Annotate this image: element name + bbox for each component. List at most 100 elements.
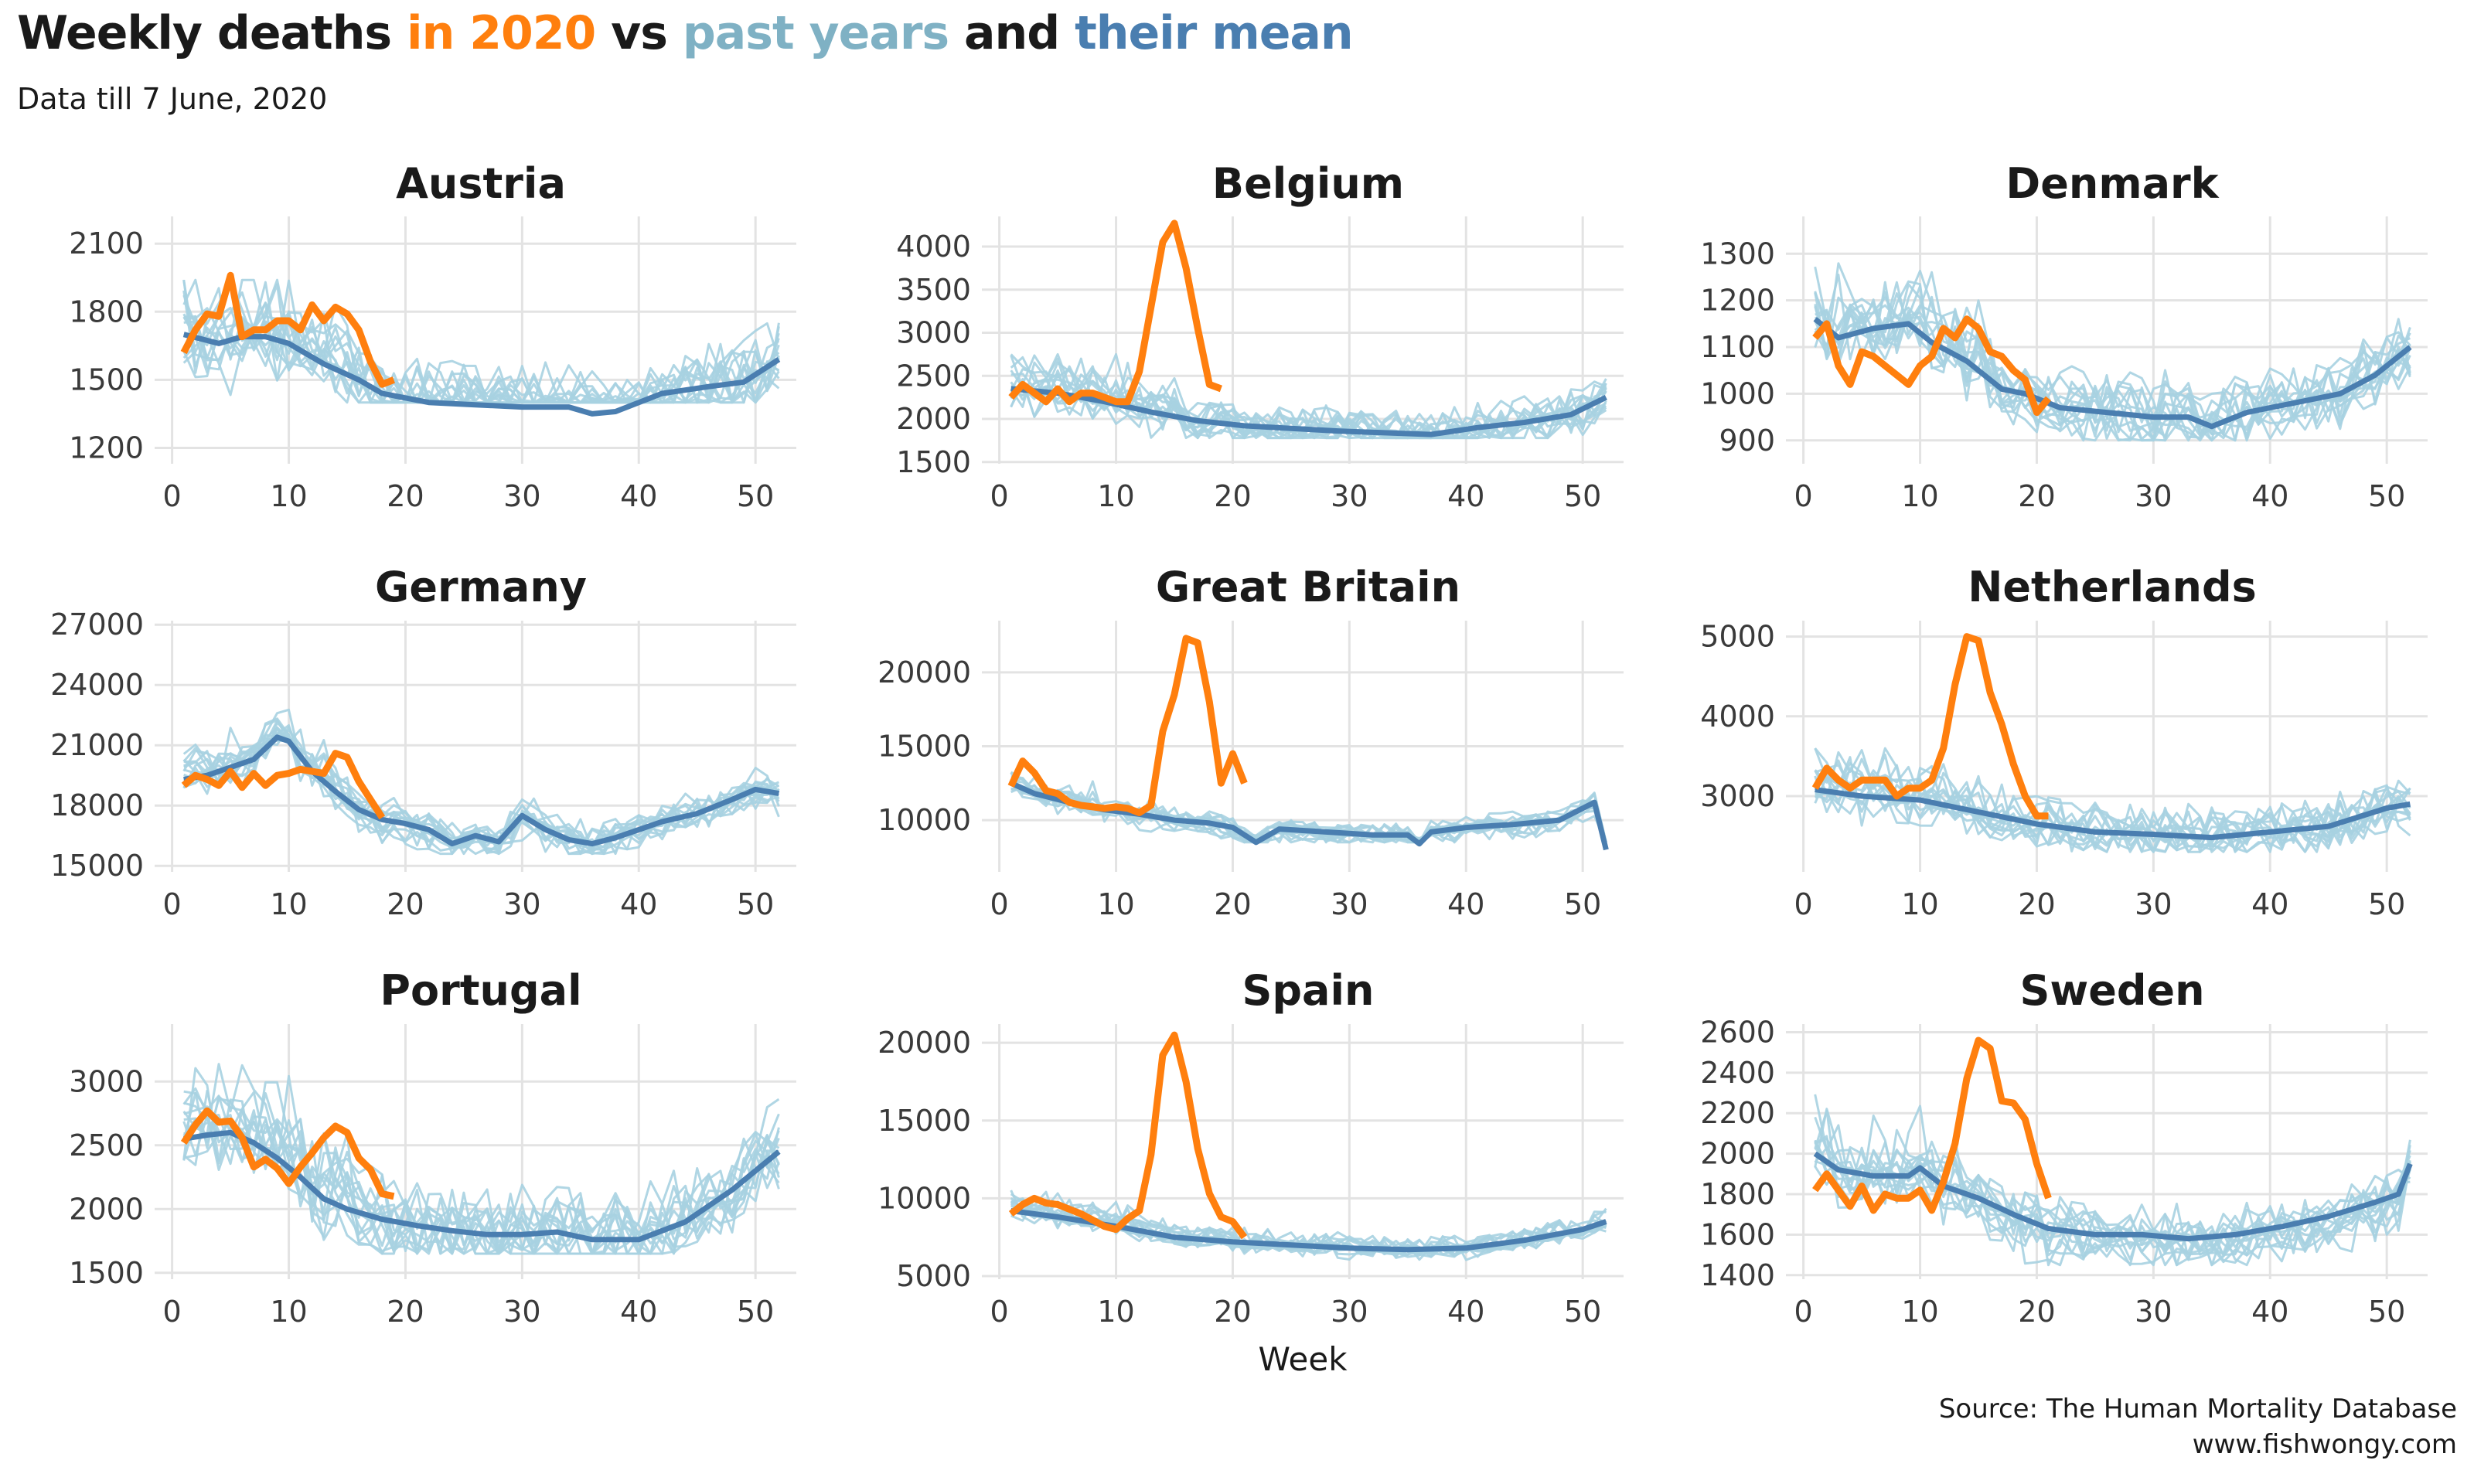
past-year-line: [1010, 1192, 1607, 1258]
y-tick-label: 2500: [69, 1128, 144, 1162]
x-tick-label: 40: [1447, 887, 1484, 921]
x-tick-label: 0: [163, 887, 182, 921]
x-tick-label: 40: [620, 887, 657, 921]
y-tick-label: 3000: [1700, 779, 1775, 813]
x-tick-label: 30: [1331, 1295, 1368, 1329]
y-tick-label: 18000: [50, 788, 144, 822]
x-tick-label: 20: [1214, 479, 1251, 513]
panel-title: Great Britain: [1156, 563, 1460, 611]
x-tick-label: 0: [990, 887, 1009, 921]
past-year-line: [183, 1121, 779, 1255]
mean-line: [1813, 1151, 2413, 1242]
past-year-line: [1814, 1108, 2411, 1267]
y-tick-label: 2100: [69, 226, 144, 260]
past-year-line: [182, 1074, 780, 1255]
x-tick-label: 10: [270, 887, 307, 921]
panel-belgium: 1500 2000 2500 3000 3500 4000 0 10 20 30 40 50 Belgi…: [896, 159, 1624, 513]
x-tick-label: 0: [990, 1295, 1009, 1329]
panel-title: Belgium: [1212, 159, 1404, 208]
line-2020: [1811, 633, 2049, 820]
y-tick-label: 3500: [896, 273, 971, 307]
x-tick-label: 20: [1214, 887, 1251, 921]
x-tick-label: 30: [503, 887, 540, 921]
title-past-years: past years: [682, 6, 949, 60]
y-tick-label: 1100: [1700, 330, 1775, 364]
title-and: and: [949, 6, 1075, 60]
x-tick-label: 30: [2135, 1295, 2172, 1329]
y-tick-label: 2000: [1700, 1137, 1775, 1171]
y-tick-label: 1500: [69, 362, 144, 397]
panel-austria: 1200 1500 1800 2100 0 10 20 30 40 50 Austria: [69, 159, 796, 513]
chart-title: Weekly deaths in 2020 vs past years and …: [17, 6, 1354, 60]
line-2020: [180, 1107, 395, 1200]
past-year-line: [1814, 1166, 2411, 1258]
x-tick-label: 0: [1794, 479, 1813, 513]
y-tick-label: 1800: [69, 294, 144, 328]
x-tick-label: 10: [1901, 1295, 1938, 1329]
y-tick-label: 2500: [896, 359, 971, 393]
past-year-line: [182, 732, 780, 856]
x-tick-label: 0: [1794, 1295, 1813, 1329]
x-tick-label: 40: [2251, 479, 2288, 513]
y-tick-label: 900: [1719, 424, 1775, 458]
panel-title: Austria: [396, 159, 566, 208]
x-tick-label: 50: [2368, 1295, 2405, 1329]
panel-great-britain: 10000 15000 20000 0 10 20 30 40 50 Great Britain: [877, 563, 1624, 921]
x-tick-label: 10: [1097, 887, 1134, 921]
line-2020: [1008, 1031, 1248, 1240]
y-tick-label: 24000: [50, 668, 144, 702]
line-2020: [1812, 1036, 2052, 1214]
x-tick-label: 10: [1097, 479, 1134, 513]
y-tick-label: 27000: [50, 608, 144, 642]
y-tick-label: 1500: [69, 1256, 144, 1290]
panel-portugal: 1500 2000 2500 3000 0 10 20 30 40 50 Portugal: [69, 966, 796, 1329]
mean-line: [1815, 787, 2411, 841]
y-tick-label: 2000: [69, 1192, 144, 1226]
chart-subtitle: Data till 7 June, 2020: [17, 82, 328, 116]
y-tick-label: 15000: [877, 1104, 971, 1138]
panel-title: Sweden: [2019, 966, 2204, 1015]
x-tick-label: 20: [387, 887, 424, 921]
y-tick-label: 2600: [1700, 1015, 1775, 1049]
x-tick-label: 10: [270, 479, 307, 513]
line-2020: [1007, 635, 1248, 816]
y-tick-label: 1200: [1700, 284, 1775, 318]
panel-spain: 5000 10000 15000 20000 0 10 20 30 40 50 Spain Week: [877, 966, 1624, 1378]
title-mean: their mean: [1075, 6, 1354, 60]
x-tick-label: 10: [1901, 887, 1938, 921]
x-tick-label: 0: [163, 1295, 182, 1329]
panel-title: Denmark: [2005, 159, 2219, 208]
panel-netherlands: 3000 4000 5000 0 10 20 30 40 50 Netherlands: [1700, 563, 2428, 921]
x-tick-label: 30: [503, 1295, 540, 1329]
x-tick-label: 30: [1331, 479, 1368, 513]
panel-denmark: 900 1000 1100 1200 1300 0 10 20 30 40 50 Denmark: [1700, 159, 2428, 513]
x-tick-label: 50: [1564, 887, 1601, 921]
x-tick-label: 20: [1214, 1295, 1251, 1329]
panel-title: Germany: [375, 563, 587, 611]
x-tick-label: 10: [270, 1295, 307, 1329]
x-tick-label: 20: [2018, 887, 2055, 921]
x-tick-label: 30: [503, 479, 540, 513]
y-tick-label: 20000: [877, 655, 971, 689]
x-tick-label: 40: [620, 1295, 657, 1329]
y-tick-label: 5000: [1700, 620, 1775, 654]
y-tick-label: 15000: [877, 730, 971, 764]
x-tick-label: 40: [2251, 887, 2288, 921]
y-tick-label: 1300: [1700, 237, 1775, 271]
x-tick-label: 50: [1564, 1295, 1601, 1329]
x-tick-label: 30: [2135, 887, 2172, 921]
y-tick-label: 2000: [896, 402, 971, 436]
panel-title: Netherlands: [1968, 563, 2257, 611]
line-2020: [1812, 315, 2051, 417]
title-2020: in 2020: [407, 6, 596, 60]
y-tick-label: 1500: [896, 445, 971, 479]
x-tick-label: 0: [163, 479, 182, 513]
panel-germany: 15000 18000 21000 24000 27000 0 10 20 30 40 50 Germ…: [50, 563, 796, 921]
y-tick-label: 5000: [896, 1259, 971, 1293]
title-vs: vs: [595, 6, 683, 60]
y-tick-label: 15000: [50, 849, 144, 883]
x-tick-label: 50: [1564, 479, 1601, 513]
x-tick-label: 10: [1901, 479, 1938, 513]
mean-line: [183, 1129, 781, 1243]
past-year-line: [183, 1092, 780, 1255]
